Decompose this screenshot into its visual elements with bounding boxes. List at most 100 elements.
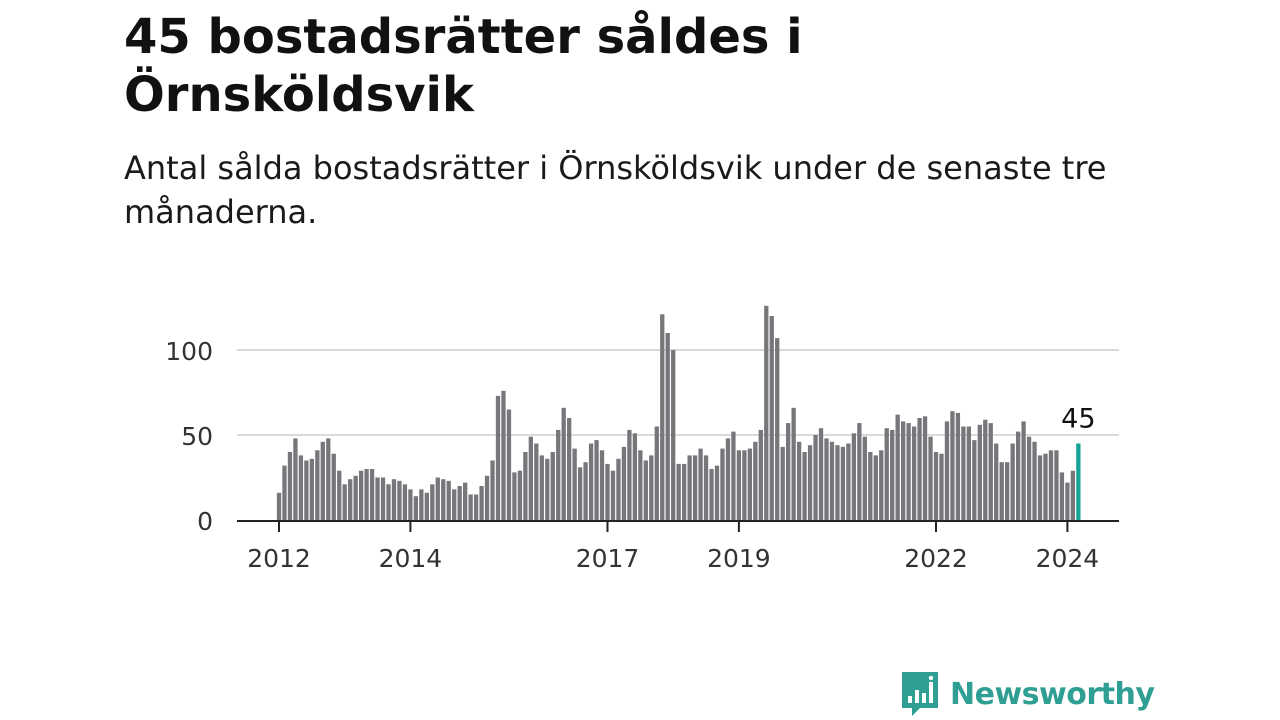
bar [627, 429, 632, 520]
bar [824, 438, 829, 520]
bar [879, 450, 884, 520]
bar [769, 316, 774, 520]
x-tick-label: 2019 [707, 544, 771, 573]
bar [1070, 470, 1076, 520]
bar [599, 450, 605, 520]
bar [731, 431, 736, 520]
bar [282, 465, 287, 520]
bar [687, 455, 692, 520]
x-axis-ticks [278, 521, 1069, 532]
bar [484, 475, 490, 520]
bar [955, 412, 961, 520]
x-tick-label: 2012 [247, 544, 311, 573]
bar [386, 484, 391, 520]
bar [452, 489, 457, 520]
bar [714, 465, 720, 520]
bar [402, 484, 408, 520]
bar [972, 440, 977, 520]
chart-title: 45 bostadsrätter såldes i Örnsköldsvik [124, 9, 803, 123]
x-tick-label: 2017 [576, 544, 640, 573]
bar [922, 416, 928, 520]
bar [950, 411, 955, 520]
bar [353, 475, 358, 520]
bars [276, 305, 1081, 520]
bar [287, 452, 293, 520]
bar [988, 423, 993, 520]
bar [939, 453, 944, 520]
bar [495, 395, 501, 520]
bar [917, 418, 922, 520]
bar [643, 460, 648, 520]
bar [720, 448, 725, 520]
bar [1048, 450, 1054, 520]
bar [304, 460, 309, 520]
bar [796, 441, 802, 520]
bar [1026, 436, 1032, 520]
newsworthy-logo-icon [902, 672, 938, 716]
bar [835, 445, 840, 520]
bar [1054, 450, 1059, 520]
bar [1021, 421, 1026, 520]
bar [780, 446, 785, 520]
y-tick-label: 0 [197, 507, 213, 536]
bar [583, 462, 588, 520]
bar [906, 423, 911, 520]
bar [895, 414, 900, 520]
bar [293, 438, 298, 520]
x-tick-label: 2014 [379, 544, 443, 573]
bar [326, 438, 331, 520]
bar [698, 448, 703, 520]
bar [725, 438, 731, 520]
x-tick-label: 2022 [904, 544, 968, 573]
bar [309, 458, 314, 520]
bar [342, 484, 347, 520]
bar [413, 496, 419, 520]
bar [983, 419, 988, 520]
bar [758, 429, 763, 520]
bar [435, 477, 440, 520]
bar [901, 421, 906, 520]
bar [490, 460, 495, 520]
bar [523, 452, 528, 520]
bar [594, 440, 599, 520]
bar [813, 435, 818, 520]
bar [851, 433, 857, 520]
bar [857, 423, 862, 520]
bar [337, 470, 342, 520]
bar-highlighted [1076, 443, 1081, 520]
last-value-label: 45 [1061, 404, 1095, 435]
bar [550, 452, 555, 520]
brand-name: Newsworthy [950, 676, 1155, 712]
bar [911, 426, 917, 520]
bar [468, 494, 473, 520]
bar [966, 426, 971, 520]
bar [884, 428, 889, 520]
bar [829, 441, 835, 520]
bar [276, 492, 282, 520]
bar [528, 436, 533, 520]
bar [775, 338, 780, 520]
bar [933, 452, 939, 520]
bar [572, 448, 577, 520]
bar [764, 305, 769, 520]
bar [671, 350, 676, 520]
bar [665, 333, 670, 520]
bar [408, 489, 413, 520]
bar [501, 390, 506, 520]
bar [862, 436, 867, 520]
x-axis-labels: 2012 2014 2017 2019 2022 2024 [247, 544, 1099, 573]
bar [660, 314, 665, 520]
bar [692, 455, 698, 520]
bar [1043, 453, 1048, 520]
bar [512, 472, 517, 520]
bar [446, 480, 451, 520]
bar [944, 421, 950, 520]
bar [999, 462, 1004, 520]
bar [463, 482, 468, 520]
bar [928, 436, 933, 520]
bar [358, 470, 364, 520]
bar [890, 429, 895, 520]
bar [315, 450, 320, 520]
bar [994, 443, 999, 520]
